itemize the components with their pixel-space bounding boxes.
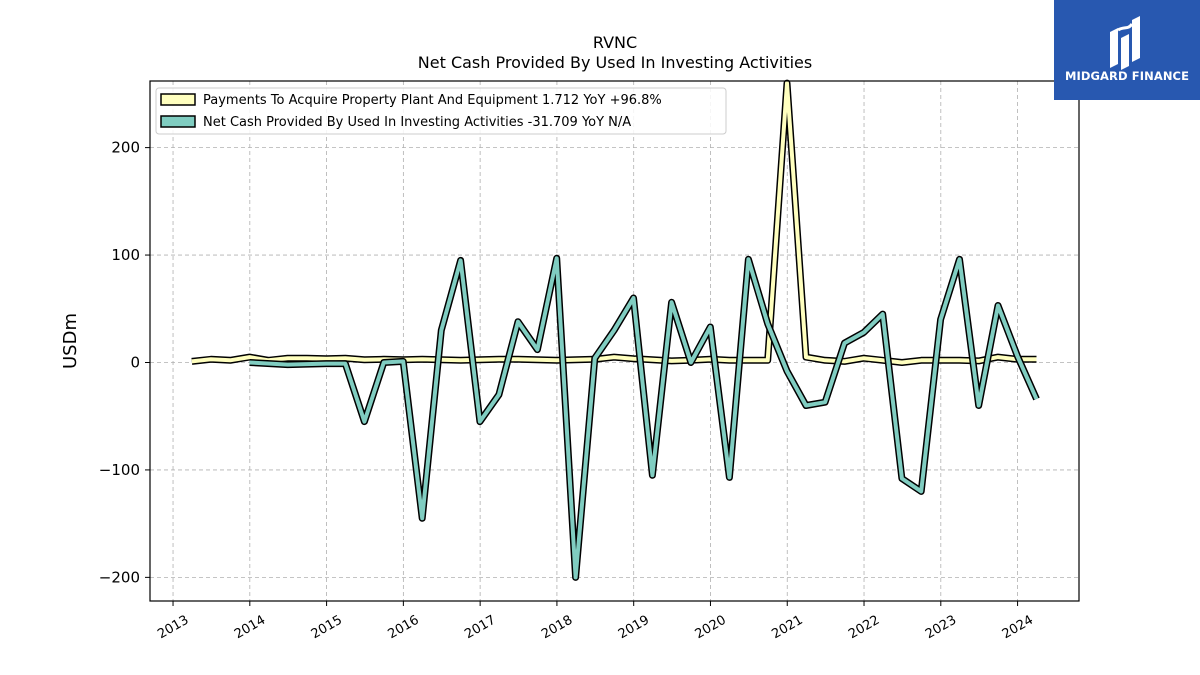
x-tick-label: 2024: [1000, 613, 1036, 643]
y-tick-label: −200: [99, 568, 140, 586]
x-tick-label: 2014: [232, 613, 268, 643]
x-tick-label: 2015: [309, 613, 345, 643]
x-tick-label: 2021: [769, 613, 805, 643]
x-tick-label: 2023: [923, 613, 959, 643]
legend-swatch-payments-ppe: [160, 93, 196, 106]
x-tick-label: 2017: [462, 613, 498, 643]
legend: Payments To Acquire Property Plant And E…: [155, 87, 727, 135]
x-tick-label: 2013: [155, 613, 191, 643]
legend-frame: [155, 87, 727, 135]
y-tick-label: 0: [130, 353, 140, 371]
chart-subtitle: Net Cash Provided By Used In Investing A…: [418, 53, 812, 72]
x-tick-label: 2022: [846, 613, 882, 643]
x-tick-label: 2019: [616, 613, 652, 643]
y-axis-label: USDm: [60, 313, 81, 369]
midgard-logo-icon: [1110, 16, 1140, 70]
series-layer: [191, 79, 1040, 581]
y-tick-label: 200: [111, 139, 140, 157]
y-tick-label: 100: [111, 246, 140, 264]
legend-label-payments-ppe: Payments To Acquire Property Plant And E…: [203, 93, 662, 108]
chart-title: RVNC: [593, 33, 637, 52]
series-0: [191, 79, 1037, 366]
x-tick-label: 2020: [693, 613, 729, 643]
x-tick-label: 2018: [539, 613, 575, 643]
legend-label-net-cash-investing: Net Cash Provided By Used In Investing A…: [203, 115, 631, 130]
plot-area-frame: [149, 80, 1080, 602]
y-tick-label: −100: [99, 461, 140, 479]
x-tick-label: 2016: [386, 613, 422, 643]
logo-text: MIDGARD FINANCE: [1064, 69, 1190, 83]
series-1: [249, 254, 1040, 581]
brand-logo: MIDGARD FINANCE: [1054, 0, 1200, 100]
legend-swatch-net-cash-investing: [160, 115, 196, 128]
